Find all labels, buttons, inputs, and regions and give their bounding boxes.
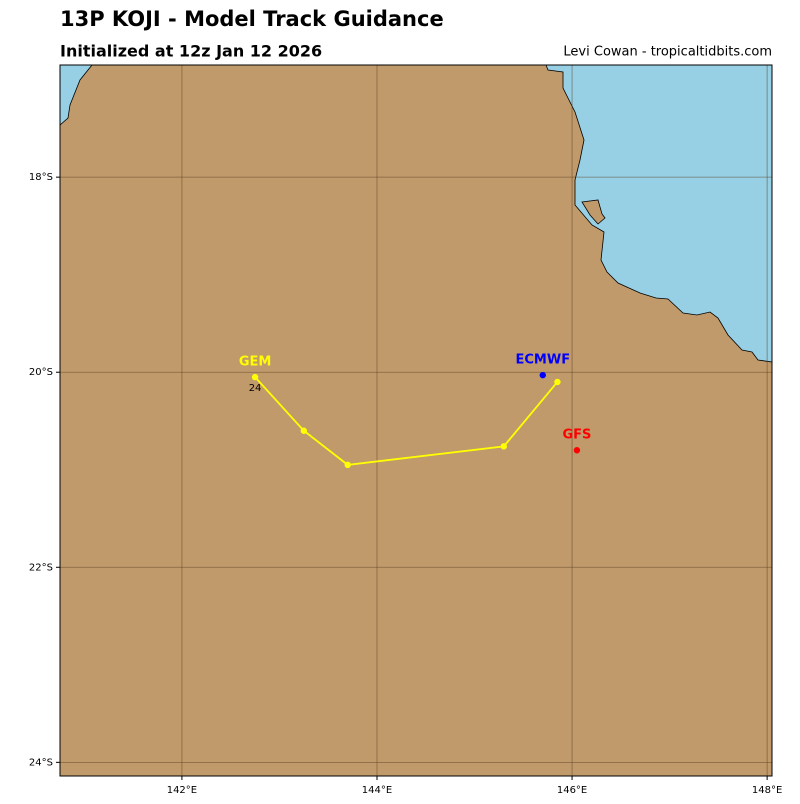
- model-label: GFS: [562, 428, 591, 443]
- forecast-hour: 24: [249, 383, 262, 394]
- track-point: [573, 447, 581, 454]
- ocean: [545, 64, 773, 363]
- chart-subtitle: Initialized at 12z Jan 12 2026: [60, 42, 322, 61]
- y-tick-label: 18°S: [29, 172, 53, 183]
- x-tick-label: 144°E: [362, 785, 392, 796]
- track-point: [500, 443, 507, 450]
- model-label: ECMWF: [516, 353, 571, 368]
- frame: [59, 64, 773, 777]
- x-tick-label: 146°E: [557, 785, 587, 796]
- y-tick-label: 20°S: [29, 367, 53, 378]
- track-point: [300, 427, 308, 434]
- y-tick-label: 22°S: [29, 562, 53, 573]
- x-tick-label: 142°E: [167, 785, 197, 796]
- track-point: [344, 461, 351, 469]
- track-point: [251, 373, 259, 381]
- chart-title: 13P KOJI - Model Track Guidance: [60, 7, 444, 31]
- y-tick-label: 24°S: [29, 757, 53, 768]
- grid: [60, 65, 772, 776]
- model-label: GEM: [239, 355, 272, 370]
- track-point: [539, 371, 546, 379]
- credit: Levi Cowan - tropicaltidbits.com: [563, 45, 772, 60]
- island: [581, 199, 606, 225]
- tracks: GEM ECMWF GFS 24: [239, 353, 591, 469]
- track-point: [554, 378, 561, 386]
- x-tick-label: 148°E: [752, 785, 782, 796]
